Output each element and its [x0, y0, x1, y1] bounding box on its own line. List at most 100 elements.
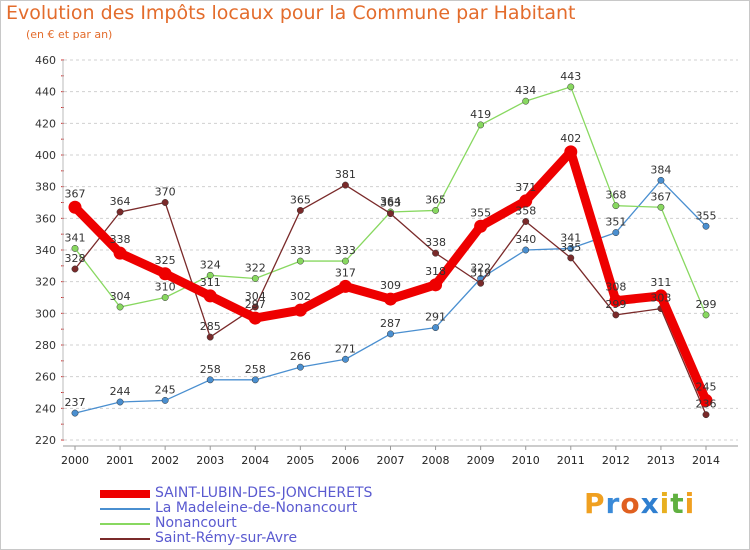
y-tick-label: 340	[35, 244, 56, 257]
data-label: 358	[515, 205, 536, 218]
data-point	[432, 324, 440, 332]
data-point	[609, 294, 623, 308]
data-label: 338	[425, 236, 446, 249]
data-point	[432, 249, 440, 257]
y-tick-label: 380	[35, 181, 56, 194]
data-point	[702, 311, 710, 319]
data-label: 341	[560, 231, 581, 244]
data-label: 258	[200, 363, 221, 376]
data-point	[296, 257, 304, 265]
data-label: 322	[245, 262, 266, 275]
data-point	[341, 257, 349, 265]
data-point	[293, 303, 307, 317]
data-point	[158, 267, 172, 281]
data-point	[522, 97, 530, 105]
data-label: 370	[155, 186, 176, 199]
data-label: 236	[696, 398, 717, 411]
x-tick-label: 2006	[331, 454, 359, 467]
data-point	[702, 222, 710, 230]
data-label: 310	[155, 281, 176, 294]
data-point	[248, 311, 262, 325]
data-point	[206, 333, 214, 341]
data-point	[564, 145, 578, 159]
x-tick-label: 2010	[512, 454, 540, 467]
data-label: 245	[696, 380, 717, 393]
y-tick-label: 260	[35, 371, 56, 384]
proxiti-logo: Proxiti	[584, 487, 695, 520]
y-tick-label: 240	[35, 402, 56, 415]
data-point	[612, 202, 620, 210]
y-tick-label: 440	[35, 86, 56, 99]
data-point	[657, 203, 665, 211]
data-point	[474, 219, 488, 233]
legend-label: La Madeleine-de-Nonancourt	[155, 500, 358, 516]
data-point	[251, 275, 259, 282]
legend-label: Saint-Rémy-sur-Avre	[155, 530, 298, 546]
logo-letter: t	[670, 487, 685, 520]
y-tick-label: 220	[35, 434, 56, 447]
data-point	[161, 199, 169, 206]
data-label: 371	[515, 181, 536, 194]
data-point	[567, 254, 575, 262]
x-tick-label: 2014	[692, 454, 720, 467]
data-point	[519, 194, 533, 208]
data-label: 297	[245, 298, 266, 311]
data-label: 304	[245, 290, 266, 303]
data-point	[341, 355, 349, 363]
data-label: 363	[380, 197, 401, 210]
x-tick-label: 2001	[106, 454, 134, 467]
chart-subtitle: (en € et par an)	[26, 28, 113, 41]
x-tick-label: 2000	[61, 454, 89, 467]
data-label: 333	[290, 244, 311, 257]
data-label: 367	[65, 187, 86, 200]
data-label: 322	[470, 262, 491, 275]
data-label: 245	[155, 383, 176, 396]
data-point	[522, 218, 530, 225]
data-point	[567, 244, 575, 252]
y-tick-label: 460	[35, 54, 56, 67]
data-label: 351	[605, 216, 626, 229]
data-point	[71, 409, 79, 417]
data-point	[206, 376, 214, 384]
data-label: 384	[650, 163, 671, 176]
data-label: 287	[380, 317, 401, 330]
data-label: 317	[335, 266, 356, 279]
logo-letter: r	[605, 487, 621, 520]
legend-swatch	[100, 537, 150, 540]
data-label: 319	[470, 266, 491, 279]
x-tick-label: 2009	[467, 454, 495, 467]
axes: 220 240 260 280 300 320 340 360 380 400 420 440 460 2…	[35, 54, 738, 467]
data-point	[71, 265, 79, 273]
x-tick-label: 2011	[557, 454, 585, 467]
data-point	[251, 303, 259, 311]
data-point	[477, 279, 485, 287]
data-point	[296, 363, 304, 371]
data-point	[477, 121, 485, 129]
logo-letter: i	[659, 487, 671, 520]
data-label: 368	[605, 189, 626, 202]
data-point	[429, 278, 443, 292]
x-tick-label: 2007	[377, 454, 405, 467]
data-label: 285	[200, 320, 221, 333]
data-label: 325	[155, 254, 176, 267]
chart-title: Evolution des Impôts locaux pour la Comm…	[6, 2, 576, 24]
data-label: 309	[380, 279, 401, 292]
data-point	[522, 246, 530, 254]
x-tick-label: 2013	[647, 454, 675, 467]
data-label: 237	[65, 396, 86, 409]
data-label: 367	[650, 190, 671, 203]
data-point	[161, 396, 169, 404]
data-label: 419	[470, 108, 491, 121]
data-label: 365	[290, 193, 311, 206]
data-point	[657, 176, 665, 184]
legend-swatch	[100, 507, 150, 510]
data-label: 291	[425, 311, 446, 324]
x-tick-label: 2008	[422, 454, 450, 467]
data-point	[432, 206, 440, 214]
legend-label: Nonancourt	[155, 515, 237, 531]
logo-letter: P	[584, 487, 606, 520]
y-tick-label: 300	[35, 307, 56, 320]
data-label: 311	[650, 276, 671, 289]
data-label: 341	[65, 231, 86, 244]
